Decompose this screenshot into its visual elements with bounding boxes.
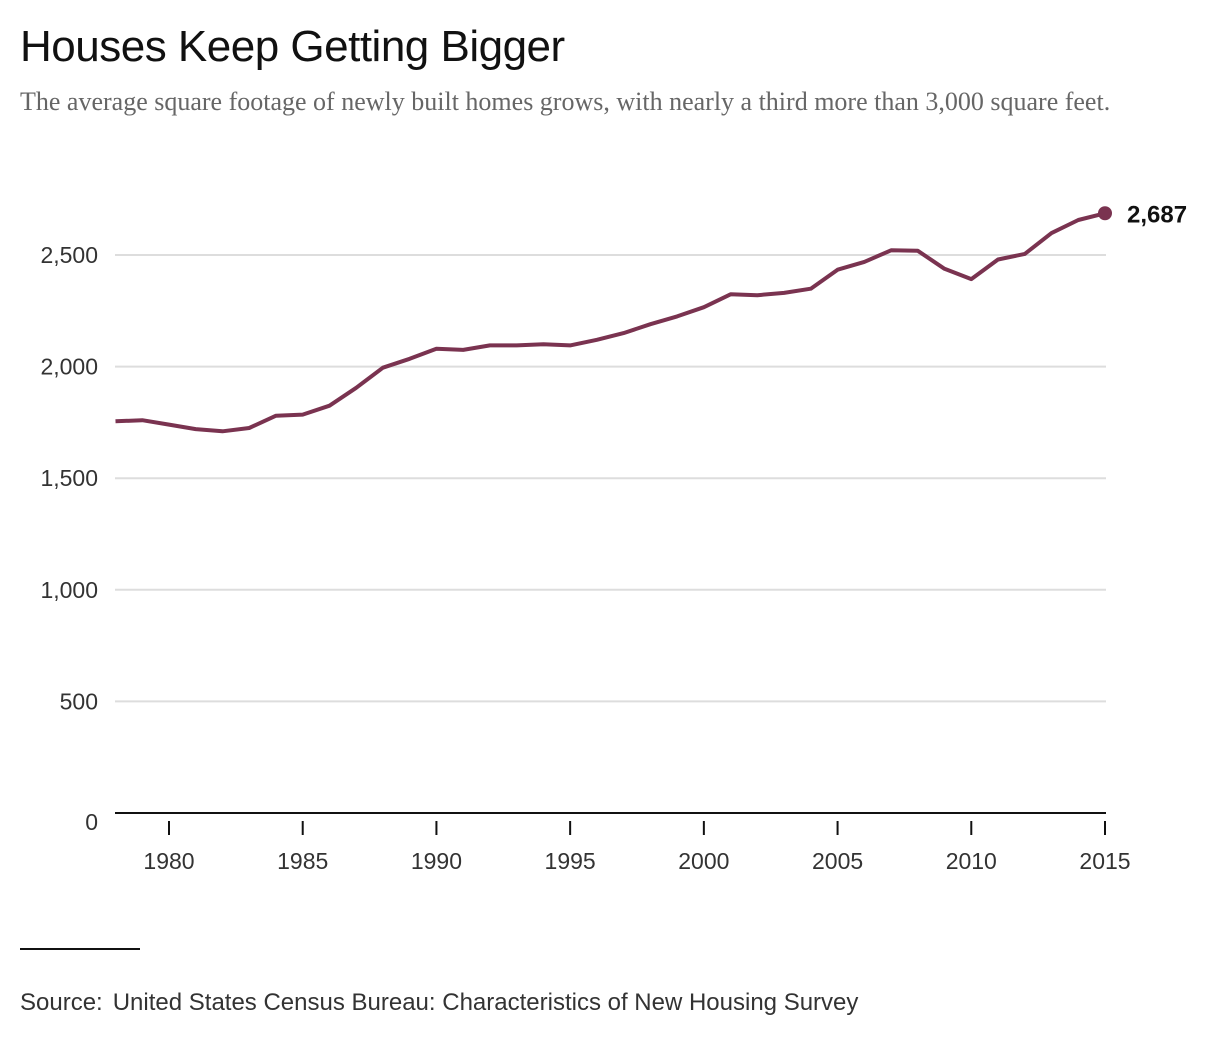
y-tick-label-0: 0 bbox=[85, 809, 98, 835]
end-annotation: 2,687 bbox=[1098, 201, 1187, 228]
x-tick-label-2000: 2000 bbox=[678, 848, 729, 874]
y-tick-label-2000: 2,000 bbox=[40, 354, 98, 380]
gridlines bbox=[115, 254, 1106, 703]
x-axis-ticks: 1980 1985 1990 1995 2000 2005 2010 2015 bbox=[143, 821, 1131, 874]
end-point-marker bbox=[1098, 206, 1112, 221]
x-tick-label-1980: 1980 bbox=[143, 848, 194, 874]
source-prefix: Source: bbox=[20, 989, 103, 1016]
x-tick-label-1990: 1990 bbox=[411, 848, 462, 874]
y-tick-label-500: 500 bbox=[60, 688, 98, 714]
source-note: Source: United States Census Bureau: Char… bbox=[20, 989, 858, 1017]
source-text: United States Census Bureau: Characteris… bbox=[112, 989, 859, 1016]
chart-title: Houses Keep Getting Bigger bbox=[20, 22, 565, 71]
end-value-label: 2,687 bbox=[1127, 201, 1187, 228]
line-chart: 0 500 1,000 1,500 2,000 2,500 1980 1985 1990 199… bbox=[40, 201, 1187, 874]
chart-subtitle: The average square footage of newly buil… bbox=[20, 87, 1111, 116]
series-line-avg-square-footage bbox=[115, 211, 1106, 434]
x-tick-label-1995: 1995 bbox=[545, 848, 596, 874]
x-tick-label-2010: 2010 bbox=[946, 848, 997, 874]
x-tick-label-2015: 2015 bbox=[1079, 848, 1130, 874]
y-axis-labels: 0 500 1,000 1,500 2,000 2,500 bbox=[40, 242, 98, 835]
y-tick-label-1000: 1,000 bbox=[40, 577, 98, 603]
y-tick-label-1500: 1,500 bbox=[40, 465, 98, 491]
source-divider bbox=[20, 948, 140, 950]
y-tick-label-2500: 2,500 bbox=[40, 242, 98, 268]
x-tick-label-2005: 2005 bbox=[812, 848, 863, 874]
x-tick-label-1985: 1985 bbox=[277, 848, 328, 874]
